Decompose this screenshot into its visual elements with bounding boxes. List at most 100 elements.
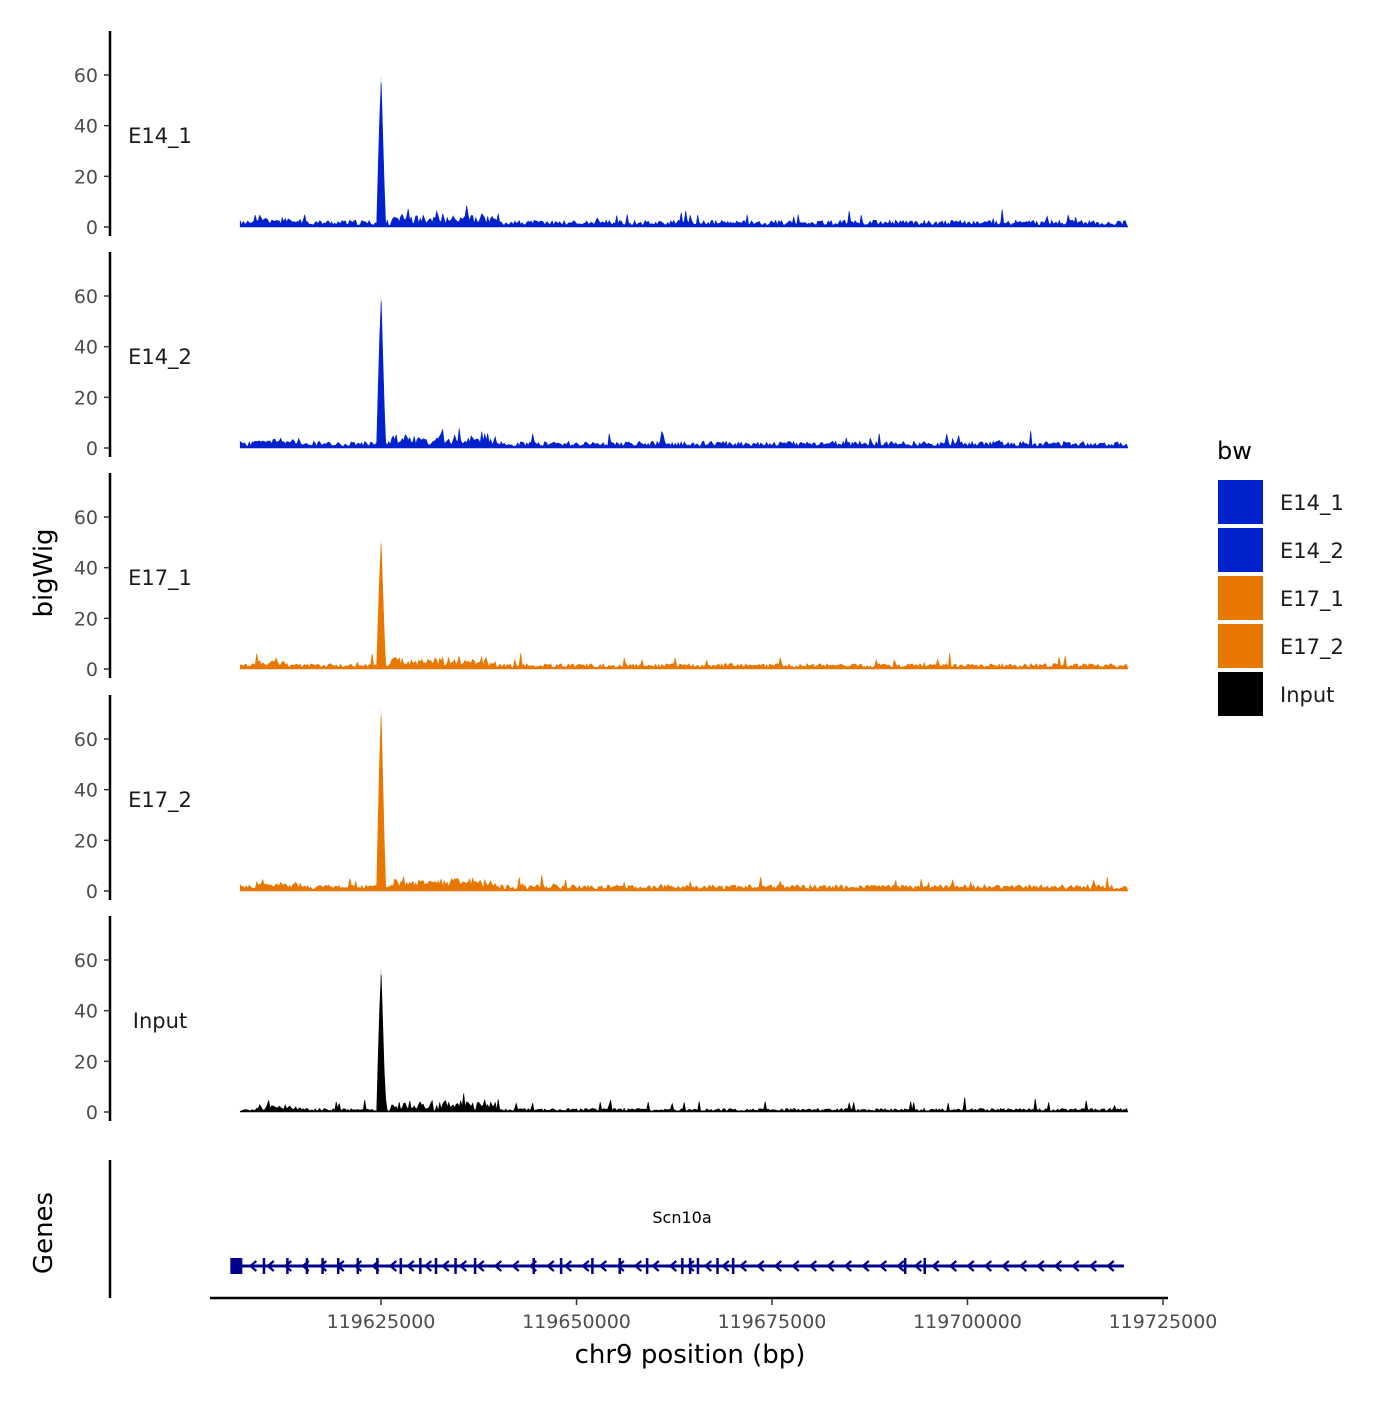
strand-arrow [493, 1260, 503, 1272]
strand-arrow [931, 1260, 940, 1272]
track-e14-1: 0 20 40 60 E14_1 [74, 31, 1129, 239]
track-e17-2: 0 20 40 60 E17_2 [74, 695, 1129, 903]
legend-swatch [1218, 528, 1263, 572]
legend-swatch [1218, 672, 1263, 716]
strand-arrow [388, 1260, 398, 1272]
signal-area [239, 301, 1129, 449]
y-tick-label: 0 [86, 217, 98, 239]
strand-arrow [318, 1260, 328, 1272]
strand-arrow [563, 1260, 573, 1272]
legend-label: E17_1 [1280, 587, 1344, 612]
strand-arrow [808, 1260, 818, 1272]
strand-arrow [546, 1260, 555, 1272]
gene-exon [399, 1258, 403, 1274]
gene-exon [434, 1258, 438, 1274]
strand-arrow [721, 1260, 730, 1272]
y-tick-label: 60 [74, 729, 98, 751]
peak-mark [378, 967, 384, 1112]
strand-arrow [651, 1260, 660, 1272]
gene-exon [559, 1258, 563, 1274]
gene-exon [681, 1258, 684, 1274]
y-tick-label: 60 [74, 507, 98, 529]
gene-exon [716, 1258, 719, 1274]
legend-label: E14_2 [1280, 539, 1344, 564]
legend-label: E17_2 [1280, 635, 1344, 660]
y-tick-label: 20 [74, 166, 98, 188]
strand-arrow [266, 1260, 275, 1272]
gene-name-label: Scn10a [652, 1208, 711, 1227]
x-tick-label: 119700000 [913, 1311, 1022, 1333]
y-tick-label: 20 [74, 1051, 98, 1073]
gene-exon [286, 1258, 289, 1274]
strand-arrow [598, 1260, 608, 1272]
gene-exon [356, 1258, 360, 1274]
strand-arrow [668, 1260, 678, 1272]
y-tick-label: 0 [86, 659, 98, 681]
gene-exon [336, 1258, 340, 1274]
gene-exon [419, 1258, 422, 1274]
strand-arrow [686, 1260, 695, 1272]
track-label: E17_2 [128, 788, 192, 813]
strand-arrow [948, 1260, 958, 1272]
legend-label: E14_1 [1280, 491, 1344, 516]
strand-arrow [896, 1260, 905, 1272]
strand-arrow [1106, 1260, 1115, 1272]
track-e17-1: 0 20 40 60 E17_1 [74, 473, 1129, 681]
y-axis-title: bigWig [29, 528, 59, 617]
strand-arrow [441, 1260, 450, 1272]
gene-exon [305, 1258, 309, 1274]
strand-arrow [738, 1260, 748, 1272]
y-tick-label: 40 [74, 116, 98, 138]
gene-exon [731, 1258, 735, 1274]
gene-exon [321, 1258, 324, 1274]
x-tick-label: 119675000 [718, 1311, 827, 1333]
y-tick-label: 60 [74, 65, 98, 87]
strand-arrow [1053, 1260, 1063, 1272]
legend-swatch [1218, 480, 1263, 524]
x-tick-label: 119625000 [327, 1311, 436, 1333]
y-tick-label: 0 [86, 438, 98, 460]
strand-arrow [581, 1260, 590, 1272]
track-input: 0 20 40 60 Input [74, 916, 1129, 1124]
gene-exon [618, 1258, 622, 1274]
gene-exon [532, 1258, 535, 1274]
gene-track: Scn10a [108, 1160, 1124, 1298]
strand-arrow [791, 1260, 800, 1272]
y-tick-label: 0 [86, 881, 98, 903]
x-axis-title: chr9 position (bp) [575, 1340, 806, 1370]
signal-area [239, 715, 1129, 892]
y-tick-label: 60 [74, 950, 98, 972]
peak-mark [378, 537, 384, 669]
genes-track-title: Genes [29, 1192, 59, 1274]
strand-arrow [756, 1260, 765, 1272]
gene-exon [236, 1258, 240, 1274]
legend: bw E14_1 E14_2 E17_1 E17_2 Input [1217, 437, 1344, 716]
peak-mark [378, 706, 384, 891]
strand-arrow [773, 1260, 783, 1272]
strand-arrow [423, 1260, 433, 1272]
track-label: E14_2 [128, 345, 192, 370]
strand-arrow [1071, 1260, 1080, 1272]
gene-exon [262, 1258, 266, 1274]
y-tick-label: 40 [74, 780, 98, 802]
peak-mark [378, 293, 384, 448]
strand-arrow [476, 1260, 485, 1272]
legend-swatch [1218, 624, 1263, 668]
x-tick-label: 119650000 [522, 1311, 631, 1333]
gene-exon [473, 1258, 477, 1274]
y-tick-label: 40 [74, 558, 98, 580]
y-tick-label: 40 [74, 337, 98, 359]
strand-arrow [1088, 1260, 1098, 1272]
signal-tracks: 0 20 40 60 E14_1 0 20 40 60 E14_2 0 20 40 60 E17_1 0 20 4… [74, 31, 1129, 1124]
strand-arrow [1036, 1260, 1045, 1272]
strand-arrow [511, 1260, 520, 1272]
gene-exon [591, 1258, 594, 1274]
strand-arrow [966, 1260, 975, 1272]
gene-exon [923, 1258, 926, 1274]
strand-arrow [843, 1260, 853, 1272]
y-tick-label: 60 [74, 286, 98, 308]
track-label: Input [133, 1009, 187, 1033]
x-tick-label: 119725000 [1109, 1311, 1218, 1333]
y-tick-label: 20 [74, 608, 98, 630]
